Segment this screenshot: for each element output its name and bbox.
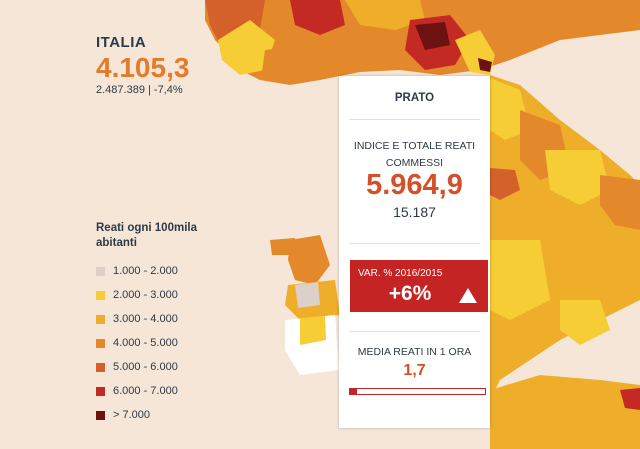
legend-item: 4.000 - 5.000 — [96, 331, 216, 355]
legend-swatch — [96, 386, 105, 396]
index-label: INDICE E TOTALE REATI COMMESSI — [353, 140, 476, 169]
map-region-umbria — [545, 150, 610, 205]
italia-title: ITALIA — [96, 34, 147, 51]
legend-item: 5.000 - 6.000 — [96, 355, 216, 379]
map-region-messina — [620, 388, 640, 410]
legend-item: 1.000 - 2.000 — [96, 259, 216, 283]
map-region-roma — [490, 168, 520, 200]
map-region-sardinia-sw — [300, 316, 326, 345]
map-region-liguria — [262, 45, 330, 80]
legend-label: 4.000 - 5.000 — [113, 337, 178, 349]
legend-label: 3.000 - 4.000 — [113, 313, 178, 325]
legend-label: 6.000 - 7.000 — [113, 385, 178, 397]
panel-divider — [349, 243, 480, 244]
hourly-average-label: MEDIA REATI IN 1 ORA — [357, 346, 472, 358]
index-value: 5.964,9 — [366, 169, 463, 201]
legend-item: 2.000 - 3.000 — [96, 283, 216, 307]
legend-list: 1.000 - 2.000 2.000 - 3.000 3.000 - 4.000 4… — [96, 259, 216, 427]
map-region-lombardy — [290, 0, 345, 35]
map-region-rimini — [478, 58, 492, 72]
legend-title: Reati ogni 100mila abitanti — [96, 222, 197, 249]
hourly-average-bar — [349, 388, 486, 395]
hourly-average-bar-fill — [350, 389, 357, 394]
panel-divider — [349, 331, 480, 332]
map-region-south-coast — [490, 375, 640, 449]
panel-divider — [349, 119, 480, 120]
variation-value: +6% — [388, 282, 432, 305]
legend-label: 1.000 - 2.000 — [113, 265, 178, 277]
province-detail-panel: PRATO INDICE E TOTALE REATI COMMESSI 5.9… — [339, 76, 490, 428]
legend-swatch — [96, 362, 105, 372]
legend-swatch — [96, 410, 105, 420]
legend-item: > 7.000 — [96, 403, 216, 427]
map-region-campania — [490, 240, 550, 320]
province-name: PRATO — [394, 92, 435, 104]
map-legend: Reati ogni 100mila abitanti 1.000 - 2.00… — [96, 221, 216, 427]
variation-box: VAR. % 2016/2015 +6% — [350, 260, 488, 312]
legend-swatch — [96, 266, 105, 276]
map-region-corsica — [288, 235, 330, 285]
map-region-piedmont — [218, 20, 275, 75]
italia-summary: ITALIA 4.105,3 2.487.389 | -7,4% — [96, 34, 189, 96]
legend-swatch — [96, 290, 105, 300]
variation-label: VAR. % 2016/2015 — [358, 268, 443, 279]
legend-label: 2.000 - 3.000 — [113, 289, 178, 301]
index-total: 15.187 — [393, 204, 436, 220]
legend-label: 5.000 - 6.000 — [113, 361, 178, 373]
legend-item: 3.000 - 4.000 — [96, 307, 216, 331]
legend-label: > 7.000 — [113, 409, 151, 421]
map-region-bologna — [415, 22, 450, 50]
hourly-average-value: 1,7 — [403, 362, 426, 379]
italia-total-and-change: 2.487.389 | -7,4% — [96, 84, 183, 96]
map-region-elba — [270, 238, 298, 255]
italia-index-value: 4.105,3 — [96, 52, 190, 83]
legend-item: 6.000 - 7.000 — [96, 379, 216, 403]
map-region-veneto — [345, 0, 425, 30]
map-region-puglia — [600, 175, 640, 230]
arrow-up-icon — [459, 288, 477, 303]
legend-swatch — [96, 314, 105, 324]
map-region-sardinia-grey — [295, 282, 320, 308]
legend-swatch — [96, 338, 105, 348]
map-region-calabria — [560, 300, 610, 345]
